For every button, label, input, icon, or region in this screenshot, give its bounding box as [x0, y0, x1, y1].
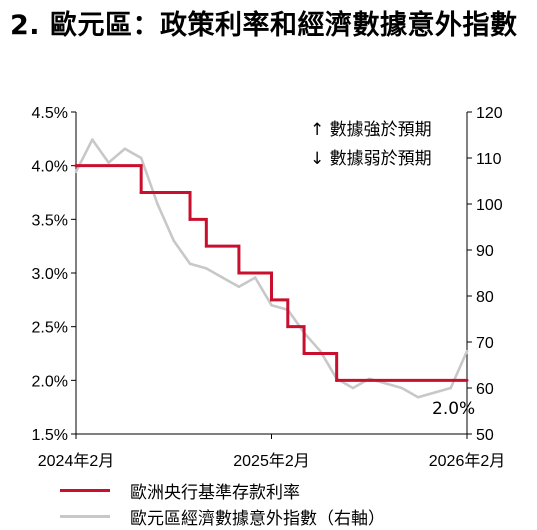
surprise-index-point — [270, 303, 273, 307]
surprise-index-line — [74, 138, 469, 399]
surprise-index-point — [205, 267, 208, 270]
deposit-rate-point — [74, 164, 78, 168]
surprise-index-point — [319, 349, 322, 353]
surprise-index-point — [351, 386, 355, 390]
deposit-rate-point — [237, 271, 241, 275]
surprise-index-point — [123, 147, 127, 151]
deposit-rate-line — [76, 164, 467, 382]
legend-label-rate: 歐洲央行基準存款利率 — [130, 482, 300, 503]
surprise-index-point — [90, 138, 94, 141]
legend-label-surprise: 歐元區經濟數據意外指數（右軸） — [130, 508, 385, 529]
surprise-index-point — [188, 262, 192, 266]
right-tick-label: 120 — [476, 105, 503, 122]
deposit-rate-point — [465, 378, 469, 382]
deposit-rate-point — [335, 378, 339, 382]
legend-item-surprise: 歐元區經濟數據意外指數（右軸） — [60, 504, 385, 529]
left-tick-label: 3.0% — [32, 266, 68, 283]
right-tick-label: 100 — [476, 197, 503, 214]
x-tick-label: 2024年2月 — [38, 452, 115, 470]
left-tick-label: 4.0% — [32, 159, 68, 176]
annotation-strong: ↑ 數據強於預期 — [310, 120, 432, 140]
deposit-rate-point — [286, 325, 290, 329]
right-tick-label: 60 — [476, 381, 494, 398]
surprise-index-point — [221, 276, 224, 279]
left-tick-label: 3.5% — [32, 212, 68, 229]
legend-swatch-rate — [60, 488, 110, 492]
surprise-index-point — [416, 395, 420, 399]
left-tick-label: 4.5% — [32, 105, 68, 122]
deposit-rate-point — [204, 244, 208, 248]
left-tick-label: 2.5% — [32, 320, 68, 337]
surprise-index-point — [465, 349, 469, 353]
surprise-index-point — [253, 276, 257, 279]
surprise-index-point — [139, 156, 143, 160]
legend-item-rate: 歐洲央行基準存款利率 — [60, 478, 300, 503]
deposit-rate-point — [270, 298, 273, 302]
surprise-index-point — [449, 386, 453, 390]
legend-swatch-surprise — [60, 514, 110, 518]
x-tick-label: 2025年2月 — [233, 452, 310, 470]
annotation-end-label: 2.0% — [432, 399, 475, 419]
right-tick-label: 70 — [476, 335, 494, 352]
surprise-index-point — [237, 285, 241, 289]
surprise-index-point — [107, 161, 110, 164]
x-tick-label: 2026年2月 — [429, 452, 506, 470]
annotation-weak: ↓ 數據弱於預期 — [310, 149, 432, 169]
surprise-index-point — [384, 382, 387, 385]
right-tick-label: 110 — [476, 151, 502, 168]
surprise-index-point — [156, 202, 159, 206]
right-tick-label: 90 — [476, 243, 494, 260]
right-tick-label: 50 — [476, 427, 494, 444]
surprise-index-point — [400, 386, 404, 390]
surprise-index-point — [74, 170, 78, 174]
chart-title: 2. 歐元區：政策利率和經濟數據意外指數 — [10, 10, 518, 41]
deposit-rate-point — [302, 352, 306, 355]
surprise-index-point — [433, 391, 436, 394]
left-tick-label: 2.0% — [32, 373, 68, 390]
deposit-rate-point — [188, 217, 192, 221]
right-tick-label: 80 — [476, 289, 494, 306]
left-tick-label: 1.5% — [32, 427, 68, 444]
surprise-index-point — [172, 239, 176, 243]
deposit-rate-point — [139, 191, 143, 194]
